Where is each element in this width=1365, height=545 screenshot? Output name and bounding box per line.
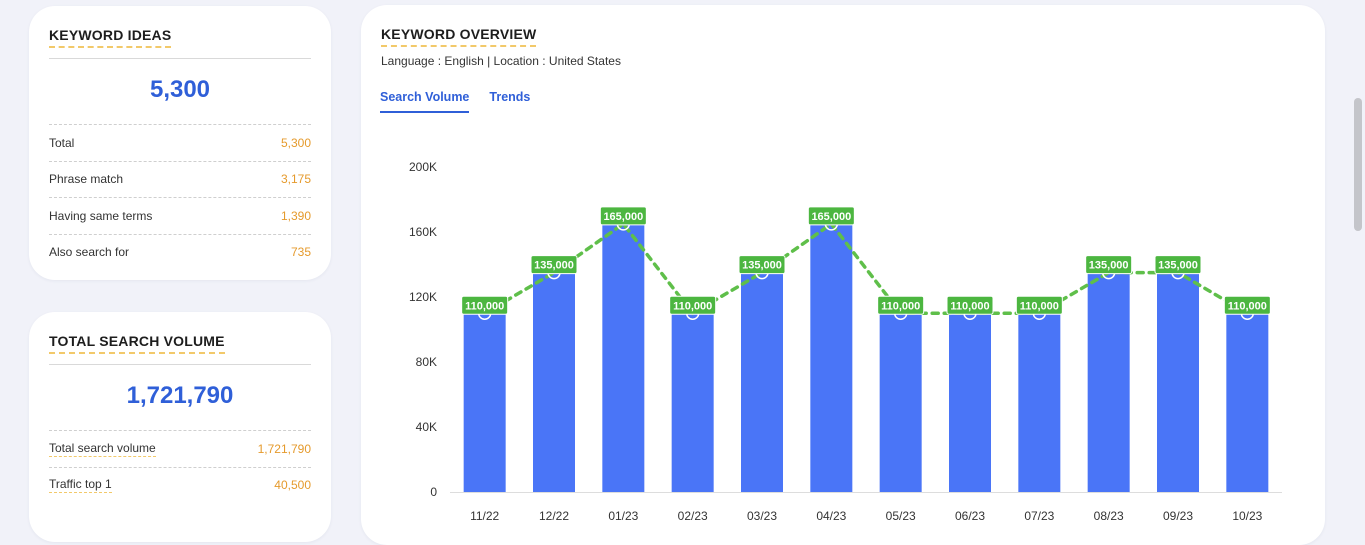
data-label: 110,000 [465, 300, 504, 312]
stat-row-traffic-top-1: Traffic top 1 40,500 [49, 466, 311, 504]
x-tick-label: 08/23 [1094, 509, 1124, 523]
data-label: 135,000 [534, 260, 574, 272]
bar [463, 313, 506, 492]
y-tick-label: 120K [409, 290, 437, 304]
x-tick-label: 12/22 [539, 509, 569, 523]
bar [671, 313, 714, 492]
x-tick-label: 06/23 [955, 509, 985, 523]
stat-row-total-volume: Total search volume 1,721,790 [49, 430, 311, 467]
scrollbar-thumb[interactable] [1354, 98, 1362, 231]
keyword-ideas-title: KEYWORD IDEAS [49, 27, 172, 48]
stat-row-also-search: Also search for 735 [49, 233, 311, 271]
bar [1157, 272, 1199, 492]
stat-label: Also search for [49, 245, 130, 260]
y-tick-label: 160K [409, 225, 437, 239]
stat-label[interactable]: Traffic top 1 [49, 477, 112, 494]
search-volume-chart: 0 40K 80K 120K 160K 200K 11/22 12/22 01/23 02/23 0… [409, 160, 1282, 523]
keyword-overview-title: KEYWORD OVERVIEW [381, 26, 537, 47]
y-tick-label: 80K [416, 355, 437, 369]
stat-row-total: Total 5,300 [49, 124, 311, 161]
stat-label: Phrase match [49, 172, 124, 187]
x-tick-label: 10/23 [1232, 509, 1262, 523]
x-tick-label: 04/23 [816, 509, 846, 523]
bar [741, 272, 783, 492]
data-label: 135,000 [742, 260, 782, 272]
bar [602, 223, 645, 492]
data-label-box [807, 206, 855, 226]
overview-tabs: Search Volume Trends [380, 90, 530, 113]
data-label: 110,000 [950, 300, 989, 312]
data-label-box [1223, 295, 1271, 315]
stat-value: 735 [290, 245, 311, 260]
scrollbar-track[interactable] [1351, 0, 1365, 515]
stat-value: 1,721,790 [257, 441, 311, 456]
keyword-ideas-divider [49, 58, 311, 59]
keyword-overview-card: KEYWORD OVERVIEW Language : English | Lo… [361, 5, 1325, 545]
total-search-volume-divider [49, 364, 311, 365]
keyword-ideas-card: KEYWORD IDEAS 5,300 Total 5,300 Phrase m… [29, 6, 331, 280]
data-label: 135,000 [1158, 260, 1198, 272]
bar [533, 272, 575, 492]
stat-label[interactable]: Total search volume [49, 440, 156, 457]
data-label: 165,000 [603, 211, 643, 223]
bar [1018, 313, 1061, 492]
keyword-overview-subtitle: Language : English | Location : United S… [381, 54, 621, 68]
data-label-box [1085, 255, 1133, 275]
data-label: 110,000 [1020, 300, 1059, 312]
data-label-box [599, 206, 647, 226]
data-label-box [461, 295, 509, 315]
data-label-box [946, 295, 994, 315]
stat-value: 40,500 [274, 478, 311, 493]
bar [810, 223, 853, 492]
stat-label: Having same terms [49, 208, 153, 223]
data-label: 135,000 [1089, 260, 1129, 272]
y-tick-label: 200K [409, 160, 437, 174]
y-tick-label: 40K [416, 420, 437, 434]
stat-label: Total [49, 135, 75, 150]
data-label-box [877, 295, 925, 315]
data-label: 110,000 [1228, 300, 1267, 312]
trend-line [482, 221, 1250, 316]
tab-trends[interactable]: Trends [489, 90, 531, 104]
data-label-box [738, 255, 786, 275]
stat-value: 1,390 [280, 208, 311, 223]
bar [879, 313, 922, 492]
stat-value: 5,300 [280, 135, 311, 150]
x-tick-label: 07/23 [1024, 509, 1054, 523]
keyword-ideas-list: Total 5,300 Phrase match 3,175 Having sa… [49, 124, 311, 270]
x-tick-label: 02/23 [678, 509, 708, 523]
data-label: 110,000 [881, 300, 920, 312]
data-label: 165,000 [811, 211, 851, 223]
total-search-volume-title: TOTAL SEARCH VOLUME [49, 333, 225, 354]
x-tick-label: 09/23 [1163, 509, 1193, 523]
bar [1226, 313, 1269, 492]
total-search-volume-list: Total search volume 1,721,790 Traffic to… [49, 430, 311, 503]
tab-search-volume[interactable]: Search Volume [380, 90, 470, 113]
data-label-box [530, 255, 578, 275]
stat-value: 3,175 [280, 172, 311, 187]
x-tick-label: 03/23 [747, 509, 777, 523]
data-label-box [1015, 295, 1063, 315]
stat-row-same-terms: Having same terms 1,390 [49, 197, 311, 234]
x-tick-label: 11/22 [470, 509, 499, 523]
data-label-box [669, 295, 717, 315]
floating-widget [1270, 500, 1310, 540]
y-tick-label: 0 [430, 485, 437, 499]
total-search-volume-total: 1,721,790 [126, 382, 234, 409]
data-label: 110,000 [673, 300, 712, 312]
data-label-box [1154, 255, 1202, 275]
bar [949, 313, 991, 492]
x-tick-label: 01/23 [608, 509, 638, 523]
stat-row-phrase-match: Phrase match 3,175 [49, 160, 311, 198]
keyword-ideas-total: 5,300 [149, 76, 211, 103]
bar [1087, 272, 1130, 492]
x-tick-label: 05/23 [886, 509, 916, 523]
total-search-volume-card: TOTAL SEARCH VOLUME 1,721,790 Total sear… [29, 312, 331, 542]
